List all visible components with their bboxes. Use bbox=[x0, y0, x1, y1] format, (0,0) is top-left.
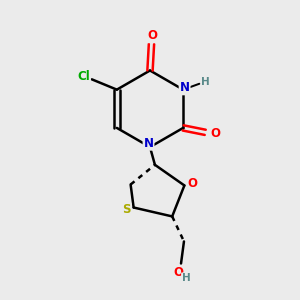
Text: N: N bbox=[143, 137, 154, 150]
Text: O: O bbox=[147, 29, 157, 42]
Text: S: S bbox=[122, 203, 130, 216]
Text: H: H bbox=[182, 273, 191, 283]
Text: O: O bbox=[188, 177, 198, 190]
Text: Cl: Cl bbox=[77, 70, 90, 83]
Text: O: O bbox=[211, 127, 220, 140]
Text: H: H bbox=[201, 77, 210, 87]
Text: N: N bbox=[180, 81, 190, 94]
Text: O: O bbox=[174, 266, 184, 279]
